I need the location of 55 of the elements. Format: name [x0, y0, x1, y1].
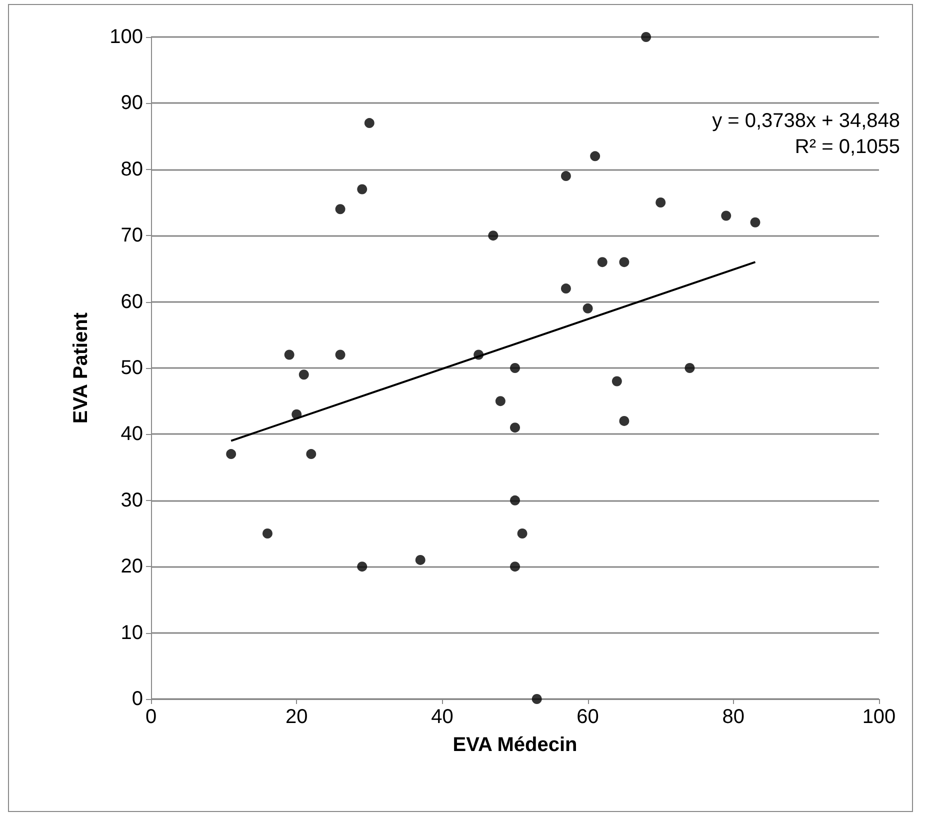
point [415, 554, 426, 565]
x-tick-label: 0 [145, 706, 157, 728]
point [560, 284, 571, 294]
annotation: y = 0,3738x + 34,848 [712, 110, 900, 132]
y-tick-label: 60 [120, 290, 143, 313]
point [357, 184, 368, 194]
point [335, 204, 346, 214]
point [510, 562, 520, 572]
point [684, 363, 695, 373]
point [284, 350, 294, 360]
x-tick-label: 20 [285, 706, 308, 728]
point [532, 694, 542, 704]
point [364, 118, 374, 128]
x-tick-label: 60 [576, 706, 599, 728]
y-tick-label: 30 [120, 489, 143, 512]
y-tick-label: 90 [120, 92, 143, 114]
x-tick-label: 80 [722, 706, 745, 728]
x-tick-label: 100 [862, 706, 896, 728]
y-tick-label: 70 [120, 224, 143, 247]
y-tick-label: 10 [120, 622, 143, 644]
y-tick-label: 80 [120, 158, 143, 180]
point [560, 171, 571, 182]
y-tick-label: 100 [110, 26, 143, 48]
point [656, 198, 666, 208]
point [292, 409, 302, 420]
y-axis-title: EVA Patient [70, 312, 92, 424]
point [474, 350, 484, 360]
point [262, 528, 272, 538]
point [619, 416, 630, 426]
point [488, 230, 498, 241]
point [517, 528, 528, 538]
point [298, 370, 309, 380]
y-tick-label: 20 [120, 556, 143, 578]
point [335, 350, 346, 360]
point [612, 376, 622, 386]
x-tick-label: 40 [431, 706, 454, 728]
annotation: R² = 0,1055 [794, 136, 900, 158]
point [510, 495, 520, 506]
point [510, 422, 520, 433]
point [510, 363, 520, 373]
point [641, 32, 652, 42]
point [750, 217, 760, 228]
x-axis-title: EVA Médecin [452, 734, 578, 756]
point [495, 396, 506, 406]
point [619, 257, 630, 268]
point [721, 210, 732, 221]
point [590, 151, 600, 162]
point [582, 303, 593, 314]
point [226, 449, 236, 460]
point [357, 562, 368, 572]
point [597, 257, 608, 268]
y-tick-label: 50 [120, 357, 143, 379]
y-tick-label: 0 [132, 688, 143, 710]
point [306, 449, 316, 460]
y-tick-label: 40 [120, 423, 143, 446]
